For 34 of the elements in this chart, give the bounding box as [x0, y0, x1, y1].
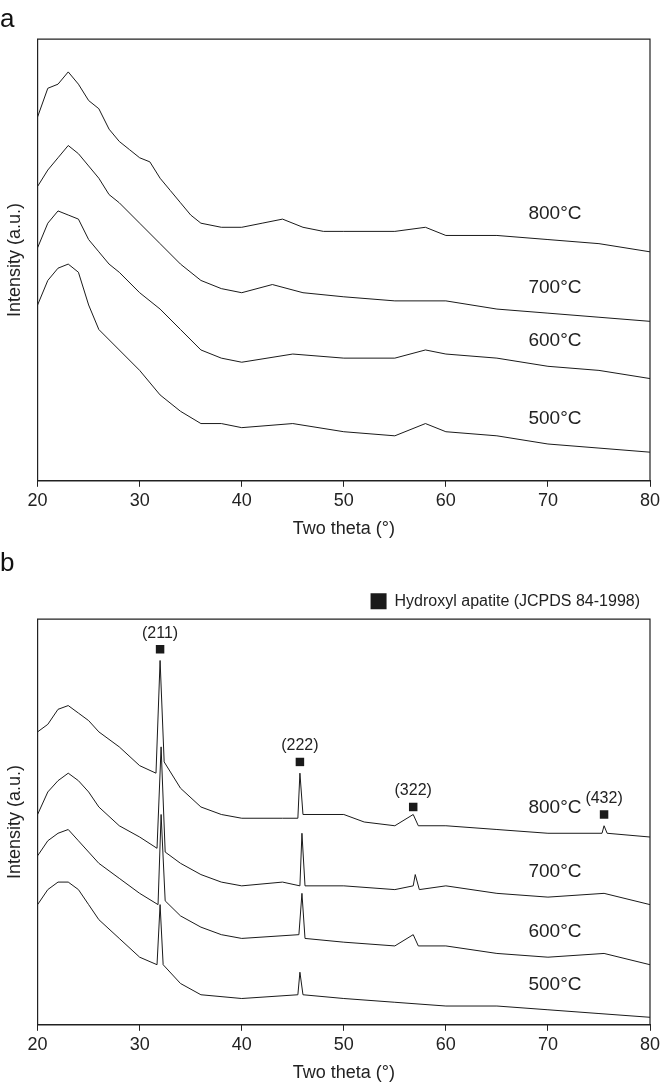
x-tick-label: 80 [639, 1033, 661, 1054]
x-tick-label: 80 [639, 489, 661, 510]
annotation: (211) [141, 623, 179, 641]
legend-label: Hydroxyl apatite (JCPDS 84-1998) [394, 591, 640, 609]
x-tick-label: 40 [231, 1033, 252, 1054]
series-label: 600°C [528, 919, 582, 941]
series-label: 500°C [528, 972, 582, 994]
x-tick-label: 30 [129, 489, 150, 510]
annotation: (322) [394, 781, 432, 799]
x-tick-label: 20 [27, 489, 48, 510]
x-tick-label: 70 [537, 489, 558, 510]
x-tick-label: 50 [333, 489, 354, 510]
annotation: (222) [281, 736, 319, 754]
x-tick-label: 70 [537, 1033, 558, 1054]
x-tick-label: 40 [231, 489, 252, 510]
x-tick-label: 50 [333, 1033, 354, 1054]
chart-title: a [0, 2, 15, 33]
x-tick-label: 30 [129, 1033, 150, 1054]
x-tick-label: 60 [435, 489, 456, 510]
series-label: 700°C [528, 275, 582, 297]
series-label: 800°C [528, 202, 582, 224]
series-label: 600°C [528, 329, 582, 351]
annotation: (432) [585, 788, 623, 806]
x-axis-title: Two theta (°) [292, 1062, 395, 1083]
series-label: 800°C [528, 796, 582, 817]
x-tick-label: 20 [27, 1033, 48, 1054]
series-label: 500°C [528, 406, 582, 428]
chart-title: b [0, 546, 15, 577]
point [599, 810, 609, 819]
x-tick-label: 60 [435, 1033, 456, 1054]
x-axis-title: Two theta (°) [292, 518, 395, 539]
y-axis-title: Intensity (a.u.) [3, 202, 24, 318]
series-label: 700°C [528, 859, 582, 881]
y-axis-title: Intensity (a.u.) [3, 764, 24, 880]
